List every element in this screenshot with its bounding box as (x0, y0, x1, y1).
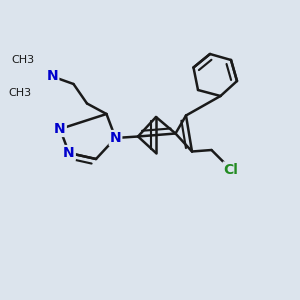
Text: N: N (47, 70, 58, 83)
Text: CH3: CH3 (11, 55, 35, 65)
Text: CH3: CH3 (8, 88, 32, 98)
Text: Cl: Cl (224, 163, 238, 176)
Text: N: N (54, 122, 66, 136)
Text: N: N (110, 131, 121, 145)
Text: N: N (63, 146, 75, 160)
